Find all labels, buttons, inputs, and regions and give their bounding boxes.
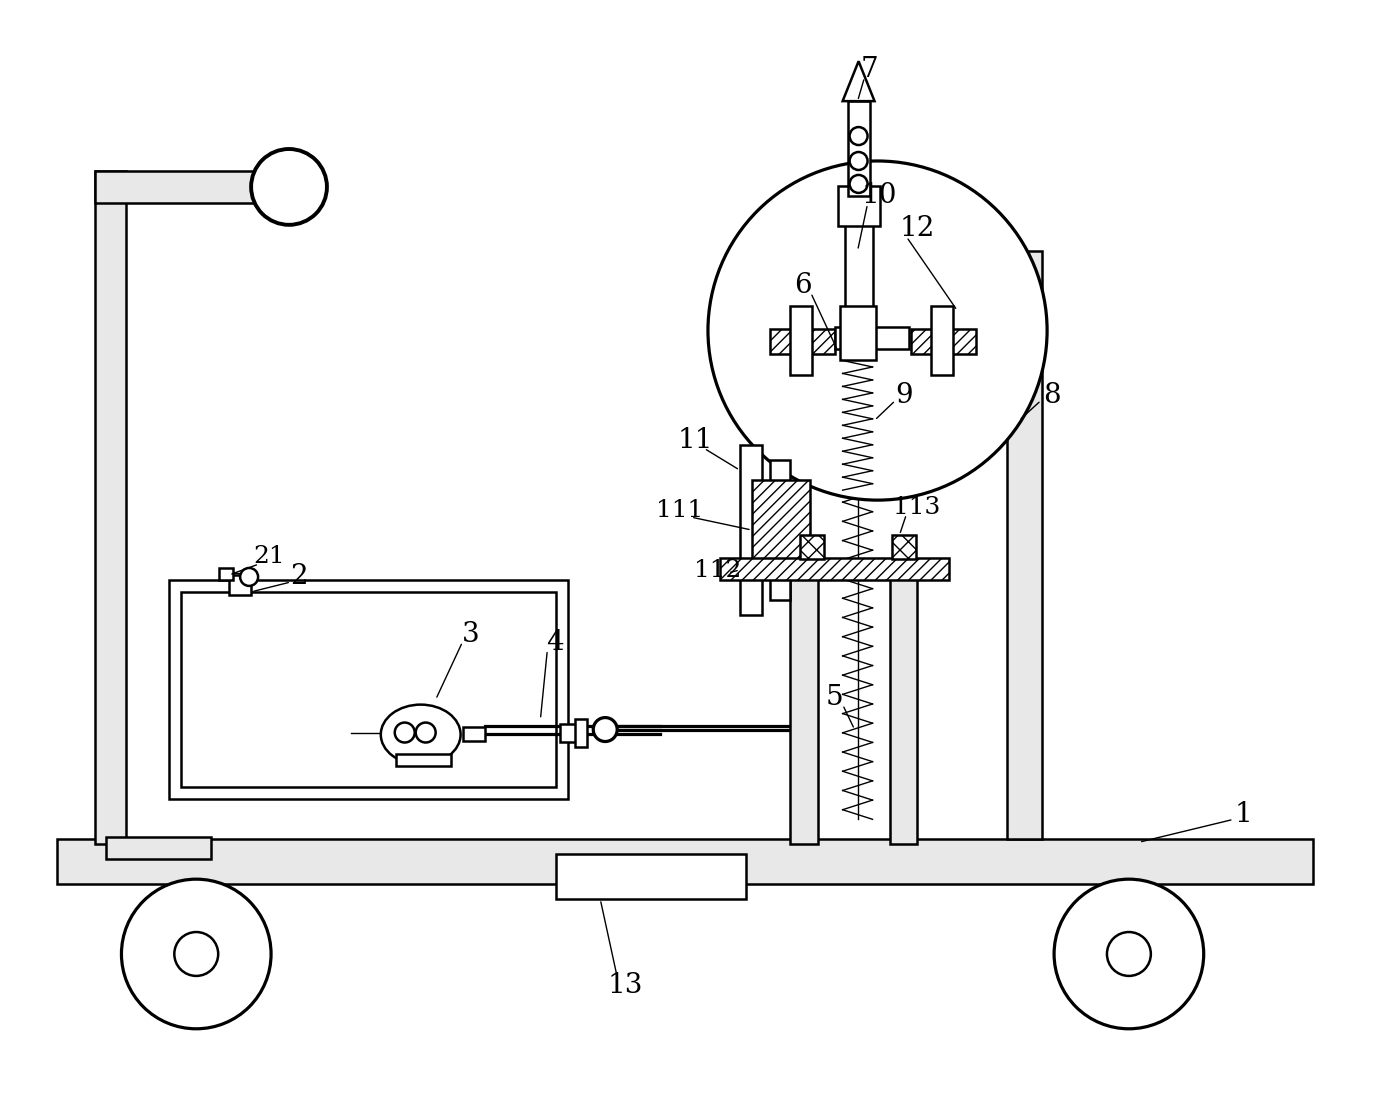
- Circle shape: [1055, 880, 1203, 1028]
- Bar: [912, 328, 976, 355]
- Text: 12: 12: [900, 216, 936, 242]
- Text: 111: 111: [657, 499, 704, 522]
- Text: 3: 3: [462, 621, 480, 648]
- Bar: [848, 101, 869, 196]
- Text: 5: 5: [826, 684, 844, 711]
- Circle shape: [240, 568, 258, 586]
- Text: 9: 9: [895, 382, 913, 408]
- Circle shape: [1107, 933, 1150, 975]
- Bar: [834, 327, 909, 349]
- Text: 8: 8: [1044, 382, 1060, 408]
- Bar: [107, 837, 211, 859]
- Bar: [1008, 251, 1042, 839]
- Circle shape: [122, 880, 272, 1028]
- Text: 2: 2: [290, 564, 308, 590]
- Bar: [169, 580, 568, 799]
- Bar: [931, 306, 954, 375]
- Bar: [94, 171, 126, 844]
- Text: 6: 6: [794, 272, 812, 299]
- Circle shape: [850, 152, 868, 170]
- Bar: [769, 460, 790, 600]
- Text: 112: 112: [694, 559, 742, 582]
- Bar: [94, 171, 290, 203]
- Bar: [57, 839, 1314, 884]
- Text: 10: 10: [862, 183, 897, 209]
- Circle shape: [850, 127, 868, 145]
- Bar: [182, 592, 556, 787]
- Ellipse shape: [381, 705, 460, 764]
- Bar: [229, 575, 251, 595]
- Bar: [844, 196, 873, 350]
- Bar: [840, 306, 876, 360]
- Text: 13: 13: [607, 972, 643, 1000]
- Bar: [556, 854, 746, 900]
- Bar: [890, 560, 918, 844]
- Bar: [740, 445, 762, 614]
- Text: 113: 113: [893, 495, 940, 519]
- Bar: [751, 480, 809, 565]
- Bar: [800, 535, 823, 559]
- Circle shape: [251, 149, 327, 225]
- Bar: [837, 186, 880, 226]
- Bar: [790, 560, 818, 844]
- Circle shape: [708, 161, 1046, 500]
- Bar: [463, 727, 485, 741]
- Circle shape: [593, 718, 617, 741]
- Bar: [719, 558, 949, 580]
- Text: 1: 1: [1235, 800, 1253, 828]
- Circle shape: [416, 722, 435, 742]
- Bar: [575, 719, 588, 746]
- Text: 21: 21: [254, 545, 286, 568]
- Bar: [790, 306, 812, 375]
- Bar: [396, 754, 450, 766]
- Bar: [219, 568, 233, 580]
- Text: 4: 4: [546, 630, 564, 656]
- Circle shape: [395, 722, 414, 742]
- Text: 7: 7: [861, 56, 879, 83]
- Polygon shape: [843, 62, 875, 101]
- Bar: [560, 723, 581, 741]
- Circle shape: [850, 175, 868, 193]
- Bar: [893, 535, 916, 559]
- Text: 11: 11: [678, 427, 712, 454]
- Bar: [769, 328, 834, 355]
- Circle shape: [175, 933, 218, 975]
